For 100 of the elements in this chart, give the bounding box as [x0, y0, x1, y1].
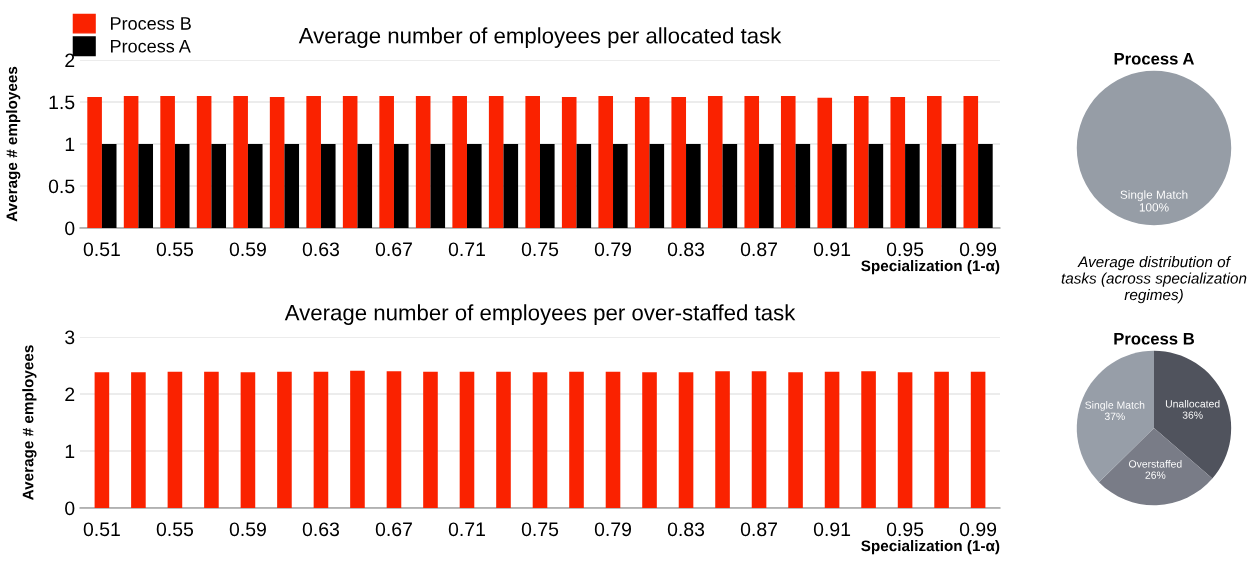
- bar: [379, 96, 394, 228]
- x-tick-label: 0.87: [740, 242, 777, 257]
- slice-label: Single Match: [1120, 190, 1188, 202]
- bar: [466, 144, 482, 228]
- bar: [174, 144, 190, 228]
- x-tick-label: 0.51: [83, 242, 120, 257]
- data-label: 37%: [1104, 412, 1125, 420]
- pie-slice: [1098, 428, 1213, 506]
- y-tick-label: 0: [65, 221, 75, 236]
- bar: [233, 96, 248, 228]
- bar: [540, 144, 555, 228]
- bar: [978, 144, 993, 228]
- bar: [795, 144, 811, 228]
- y-tick-label: 0.5: [48, 179, 75, 194]
- bar: [196, 96, 212, 228]
- data-label: 100%: [1139, 203, 1169, 212]
- x-tick-label: 0.95: [886, 242, 924, 257]
- x-tick-label: 0.99: [959, 242, 997, 257]
- slice-label: Single Match: [1085, 401, 1145, 411]
- chart-title: Process A: [1114, 52, 1195, 65]
- bar: [926, 96, 942, 228]
- bar: [759, 144, 774, 228]
- y-tick-label: 3: [65, 330, 75, 345]
- bar: [780, 96, 796, 228]
- bar: [905, 144, 920, 228]
- bar: [671, 96, 687, 228]
- bar: [744, 96, 760, 228]
- bar: [87, 96, 102, 228]
- y-tick-label: 2: [65, 387, 75, 402]
- bar: [890, 96, 906, 228]
- bar: [342, 96, 358, 228]
- x-tick-label: 0.83: [667, 522, 705, 537]
- bar: [101, 144, 117, 228]
- bar: [613, 144, 628, 228]
- x-tick-label: 0.67: [375, 242, 412, 257]
- data-label: 26%: [1145, 471, 1166, 479]
- bar: [649, 144, 665, 228]
- x-tick-label: 0.71: [448, 242, 485, 257]
- bar: [722, 144, 738, 228]
- x-tick-label: 0.51: [83, 522, 120, 537]
- bar: [488, 96, 504, 228]
- x-tick-label: 0.75: [521, 242, 559, 257]
- bar: [415, 96, 431, 228]
- chart-title: Average number of employees per over-staffed task: [284, 304, 796, 325]
- bar: [247, 144, 263, 228]
- x-tick-label: 0.55: [156, 522, 194, 537]
- bar: [357, 144, 373, 228]
- x-axis-title: Specialization (1-α): [861, 540, 1000, 555]
- bar: [941, 144, 957, 228]
- x-tick-label: 0.63: [302, 522, 340, 537]
- x-tick-label: 0.79: [594, 522, 632, 537]
- x-tick-label: 0.59: [229, 242, 266, 257]
- bar: [503, 144, 519, 228]
- x-tick-label: 0.91: [813, 242, 851, 257]
- x-tick-label: 0.99: [959, 522, 997, 537]
- bar: [576, 144, 592, 228]
- bar: [452, 96, 467, 228]
- slice-label: Unallocated: [1165, 399, 1220, 408]
- y-tick-label: 0: [65, 501, 75, 516]
- x-tick-label: 0.79: [594, 242, 632, 257]
- bar: [525, 96, 540, 228]
- chart-title: Average number of employees per allocated task: [298, 27, 782, 48]
- y-axis-title: Average # employees: [22, 345, 37, 500]
- bar: [306, 96, 321, 228]
- slice-label: Overstaffed: [1129, 459, 1182, 468]
- y-tick-label: 2: [65, 53, 75, 68]
- legend-label: Process B: [111, 17, 191, 30]
- bar: [598, 96, 614, 228]
- y-tick-label: 1: [65, 137, 75, 152]
- x-tick-label: 0.91: [813, 522, 851, 537]
- x-tick-label: 0.87: [740, 522, 777, 537]
- bar: [686, 144, 701, 228]
- bar: [211, 144, 227, 228]
- bar: [868, 144, 884, 228]
- x-tick-label: 0.71: [448, 522, 485, 537]
- bar: [138, 144, 154, 228]
- text: Average distribution of tasks (across specialization regimes): [1061, 256, 1247, 304]
- x-axis-title: Specialization (1-α): [861, 260, 1000, 275]
- bar: [853, 96, 869, 228]
- bar: [832, 144, 847, 228]
- bar: [707, 96, 723, 228]
- chart-title: Process B: [1114, 332, 1195, 345]
- x-tick-label: 0.95: [886, 522, 924, 537]
- bar: [561, 96, 577, 228]
- data-label: 36%: [1182, 411, 1203, 419]
- x-tick-label: 0.55: [156, 242, 194, 257]
- bar: [817, 97, 833, 228]
- bar: [430, 144, 446, 228]
- x-tick-label: 0.63: [302, 242, 340, 257]
- y-tick-label: 1.5: [49, 95, 75, 110]
- bar: [160, 96, 175, 228]
- bar: [320, 144, 336, 228]
- bar: [123, 96, 139, 228]
- bar: [963, 96, 979, 228]
- x-tick-label: 0.75: [521, 522, 559, 537]
- x-tick-label: 0.59: [229, 522, 266, 537]
- bar: [269, 96, 285, 228]
- bar: [393, 144, 409, 228]
- x-tick-label: 0.83: [667, 242, 705, 257]
- y-tick-label: 1: [65, 444, 75, 459]
